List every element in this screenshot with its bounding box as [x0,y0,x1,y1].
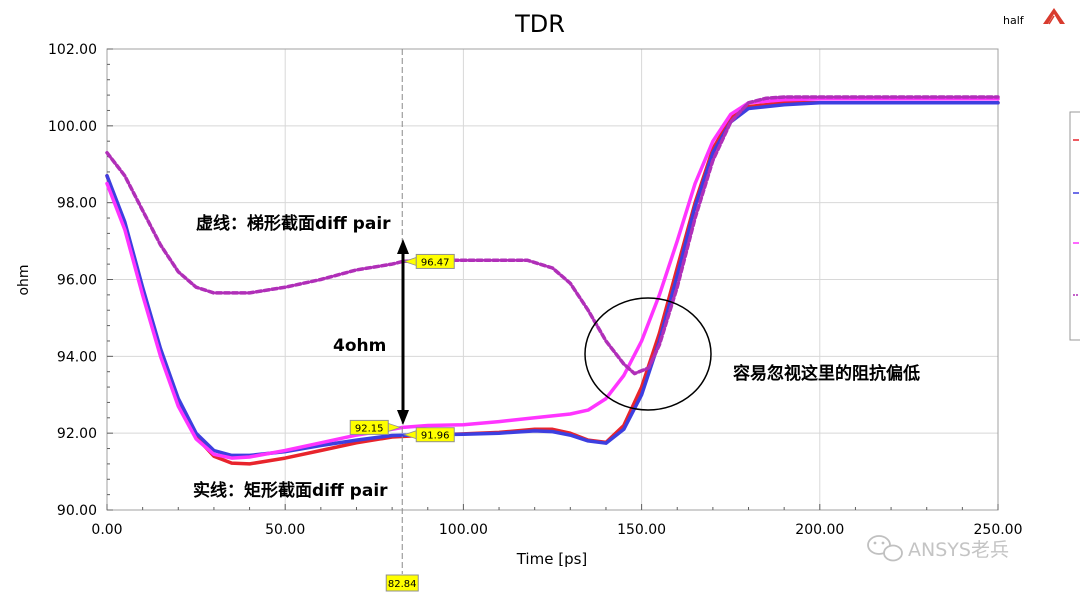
y-tick-label: 100.00 [48,119,97,135]
marker-value-label: 96.47 [421,257,450,268]
x-tick-label: 0.00 [91,522,122,538]
watermark: ANSYS老兵 [908,539,1009,561]
x-tick-label: 250.00 [974,522,1023,538]
solid-note: 实线：矩形截面diff pair [193,480,388,501]
delta-note: 4ohm [333,336,386,356]
x-tick-label: 150.00 [617,522,666,538]
marker-x-tag [385,574,419,592]
marker-value-tag [349,419,389,435]
circle-note: 容易忽视这里的阻抗偏低 [733,363,920,384]
y-axis-label: ohm [16,264,32,295]
y-tick-label: 96.00 [57,273,97,289]
y-tick-label: 98.00 [57,196,97,212]
y-tick-label: 102.00 [48,42,97,58]
dashed-note: 虚线：梯形截面diff pair [196,213,391,234]
grid [107,49,998,510]
marker-value-tag [415,427,455,443]
minor-ticks [106,48,999,511]
series-line-1 [105,101,1000,466]
y-tick-labels: 90.00 92.00 94.00 96.00 98.00 100.00 102.00 [48,42,97,519]
series-line-2 [105,101,1000,458]
y-tick-label: 94.00 [57,349,97,365]
chart-title: TDR [514,10,565,38]
highlight-circle [584,297,712,411]
marker-group: 82.84 96.47 92.15 91.96 [349,49,455,592]
legend-box [1069,111,1080,341]
x-axis-label: Time [ps] [516,550,588,568]
marker-value-label: 92.15 [355,423,384,434]
x-tick-label: 100.00 [439,522,488,538]
marker-x-label: 82.84 [388,579,417,590]
series-group [105,95,1000,466]
x-tick-label: 50.00 [265,522,305,538]
delta-arrow [397,239,409,425]
marker-label-pointer [402,256,417,266]
x-tick-label: 200.00 [795,522,844,538]
y-tick-label: 92.00 [57,426,97,442]
y-tick-label: 90.00 [57,503,97,519]
ansys-logo-icon [1043,8,1065,25]
series-line-3 [105,97,1000,460]
series-line-4 [105,95,1000,376]
x-tick-labels: 0.00 50.00 100.00 150.00 200.00 250.00 [91,522,1022,538]
marker-value-tag [415,253,455,269]
corner-label: half [1003,14,1025,27]
wechat-icon [867,535,903,562]
marker-value-label: 91.96 [421,431,450,442]
